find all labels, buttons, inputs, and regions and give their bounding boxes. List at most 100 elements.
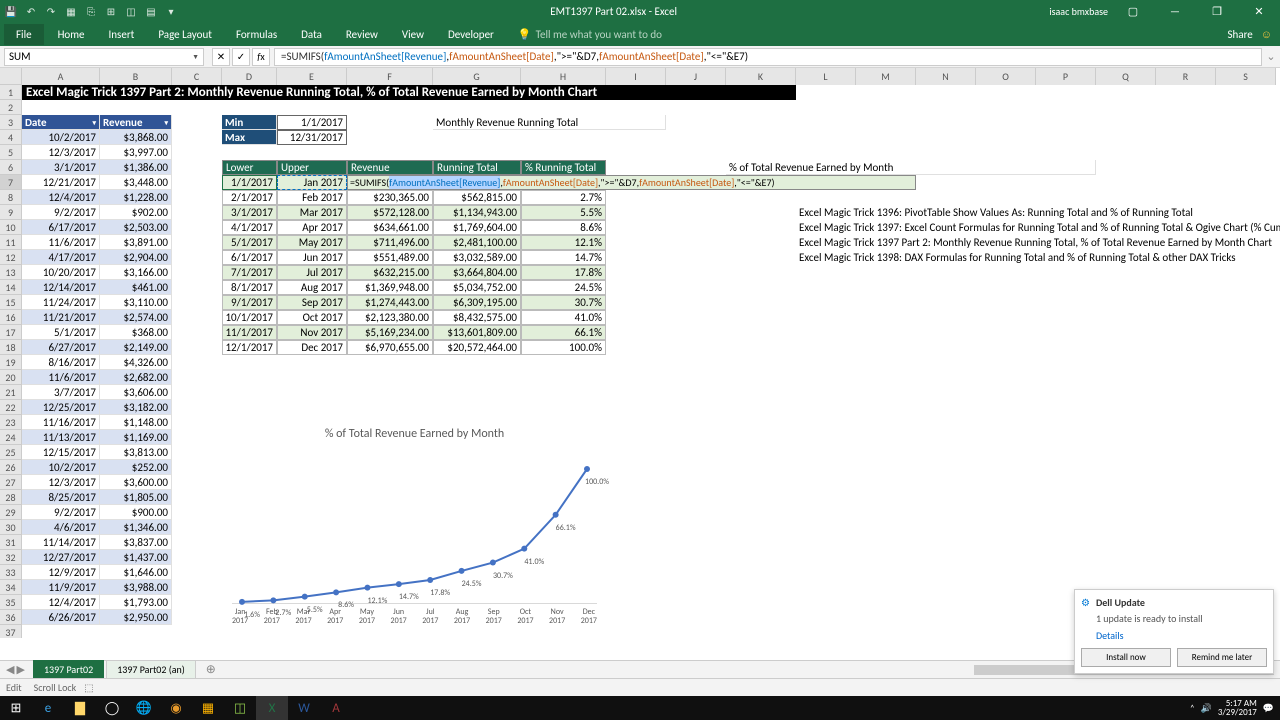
row-header[interactable]: 19: [0, 355, 22, 370]
col-header[interactable]: J: [666, 68, 726, 85]
user-name[interactable]: isaac bmxbase: [1049, 5, 1108, 18]
cell[interactable]: 8/25/2017: [22, 490, 100, 505]
tab-developer[interactable]: Developer: [436, 24, 506, 45]
row-header[interactable]: 21: [0, 385, 22, 400]
col-header[interactable]: C: [172, 68, 222, 85]
col-header[interactable]: A: [22, 68, 100, 85]
cell[interactable]: $1,437.00: [100, 550, 172, 565]
name-box[interactable]: SUM ▼: [4, 48, 204, 66]
sheet-tab-secondary[interactable]: 1397 Part02 (an): [106, 660, 196, 679]
cell[interactable]: 10/2/2017: [22, 460, 100, 475]
row-header[interactable]: 2: [0, 100, 22, 115]
volume-icon[interactable]: 🔊: [1201, 703, 1212, 714]
row-header[interactable]: 12: [0, 250, 22, 265]
row-header[interactable]: 16: [0, 310, 22, 325]
row-header[interactable]: 4: [0, 130, 22, 145]
row-header[interactable]: 7: [0, 175, 22, 190]
qat-icon[interactable]: ▦: [64, 4, 78, 18]
start-icon[interactable]: ⊞: [0, 696, 32, 720]
row-header[interactable]: 31: [0, 535, 22, 550]
cell[interactable]: $1,228.00: [100, 190, 172, 205]
row-header[interactable]: 3: [0, 115, 22, 130]
percent-revenue-chart[interactable]: % of Total Revenue Earned by Month1.6%2.…: [222, 423, 607, 638]
cell[interactable]: $3,110.00: [100, 295, 172, 310]
install-now-button[interactable]: Install now: [1081, 648, 1171, 667]
tab-review[interactable]: Review: [334, 24, 390, 45]
cell[interactable]: $632,215.00: [347, 265, 433, 280]
cell[interactable]: $551,489.00: [347, 250, 433, 265]
cell[interactable]: $3,166.00: [100, 265, 172, 280]
cell[interactable]: 11/9/2017: [22, 580, 100, 595]
share-button[interactable]: Share: [1228, 28, 1253, 41]
qat-icon[interactable]: ⎘: [84, 4, 98, 18]
cell[interactable]: $711,496.00: [347, 235, 433, 250]
cell[interactable]: 8/16/2017: [22, 355, 100, 370]
cell[interactable]: $3,997.00: [100, 145, 172, 160]
cell[interactable]: Running Total: [433, 160, 521, 175]
cell[interactable]: 5.5%: [521, 205, 606, 220]
cell[interactable]: 8.6%: [521, 220, 606, 235]
cell[interactable]: Min: [222, 115, 277, 130]
cell[interactable]: 10/20/2017: [22, 265, 100, 280]
cell[interactable]: Upper: [277, 160, 347, 175]
cell[interactable]: $1,148.00: [100, 415, 172, 430]
cell[interactable]: Apr 2017: [277, 220, 347, 235]
enter-formula-icon[interactable]: ✓: [232, 48, 250, 66]
cell[interactable]: May 2017: [277, 235, 347, 250]
row-header[interactable]: 37: [0, 625, 22, 638]
ribbon-options-icon[interactable]: ▢: [1116, 0, 1150, 22]
cell[interactable]: 4/17/2017: [22, 250, 100, 265]
cell[interactable]: 10/1/2017: [222, 310, 277, 325]
cell[interactable]: 6/26/2017: [22, 610, 100, 625]
maximize-icon[interactable]: ❐: [1200, 0, 1234, 22]
col-header[interactable]: [0, 68, 22, 85]
chevron-down-icon[interactable]: ▼: [192, 52, 199, 61]
cell[interactable]: 12/25/2017: [22, 400, 100, 415]
tab-file[interactable]: File: [4, 24, 44, 45]
cell[interactable]: 2.7%: [521, 190, 606, 205]
cell[interactable]: 3/7/2017: [22, 385, 100, 400]
cell[interactable]: Nov 2017: [277, 325, 347, 340]
tab-home[interactable]: Home: [46, 24, 97, 45]
col-header[interactable]: E: [277, 68, 347, 85]
cell[interactable]: % of Total Revenue Earned by Month: [726, 160, 1096, 175]
cell[interactable]: 66.1%: [521, 325, 606, 340]
col-header[interactable]: R: [1156, 68, 1216, 85]
cell[interactable]: Feb 2017: [277, 190, 347, 205]
cell[interactable]: $902.00: [100, 205, 172, 220]
cell[interactable]: 1/1/2017: [277, 115, 347, 130]
cell[interactable]: 1/1/2017: [222, 175, 277, 190]
col-header[interactable]: L: [796, 68, 856, 85]
cell[interactable]: 12/9/2017: [22, 565, 100, 580]
col-header[interactable]: B: [100, 68, 172, 85]
cell[interactable]: $3,988.00: [100, 580, 172, 595]
row-header[interactable]: 15: [0, 295, 22, 310]
cell[interactable]: Date ▾: [22, 115, 100, 130]
new-sheet-icon[interactable]: ⊕: [202, 661, 220, 679]
cell[interactable]: $1,386.00: [100, 160, 172, 175]
cell[interactable]: $6,309,195.00: [433, 295, 521, 310]
cell[interactable]: $1,646.00: [100, 565, 172, 580]
cell[interactable]: 12/4/2017: [22, 595, 100, 610]
col-header[interactable]: G: [433, 68, 521, 85]
cell[interactable]: $1,134,943.00: [433, 205, 521, 220]
cell[interactable]: Mar 2017: [277, 205, 347, 220]
cell[interactable]: 14.7%: [521, 250, 606, 265]
cell[interactable]: $8,432,575.00: [433, 310, 521, 325]
cell[interactable]: $3,448.00: [100, 175, 172, 190]
cell[interactable]: 24.5%: [521, 280, 606, 295]
cell[interactable]: $2,503.00: [100, 220, 172, 235]
row-header[interactable]: 11: [0, 235, 22, 250]
row-header[interactable]: 1: [0, 85, 22, 100]
cell[interactable]: 12/3/2017: [22, 145, 100, 160]
cell[interactable]: Lower: [222, 160, 277, 175]
notification-details-link[interactable]: Details: [1096, 629, 1267, 642]
qat-icon[interactable]: ▾: [164, 4, 178, 18]
edge-icon[interactable]: e: [32, 696, 64, 720]
cell[interactable]: 12/1/2017: [222, 340, 277, 355]
cell[interactable]: 11/6/2017: [22, 370, 100, 385]
row-header[interactable]: 33: [0, 565, 22, 580]
cell[interactable]: $3,600.00: [100, 475, 172, 490]
row-header[interactable]: 18: [0, 340, 22, 355]
fx-icon[interactable]: fx: [252, 48, 270, 66]
